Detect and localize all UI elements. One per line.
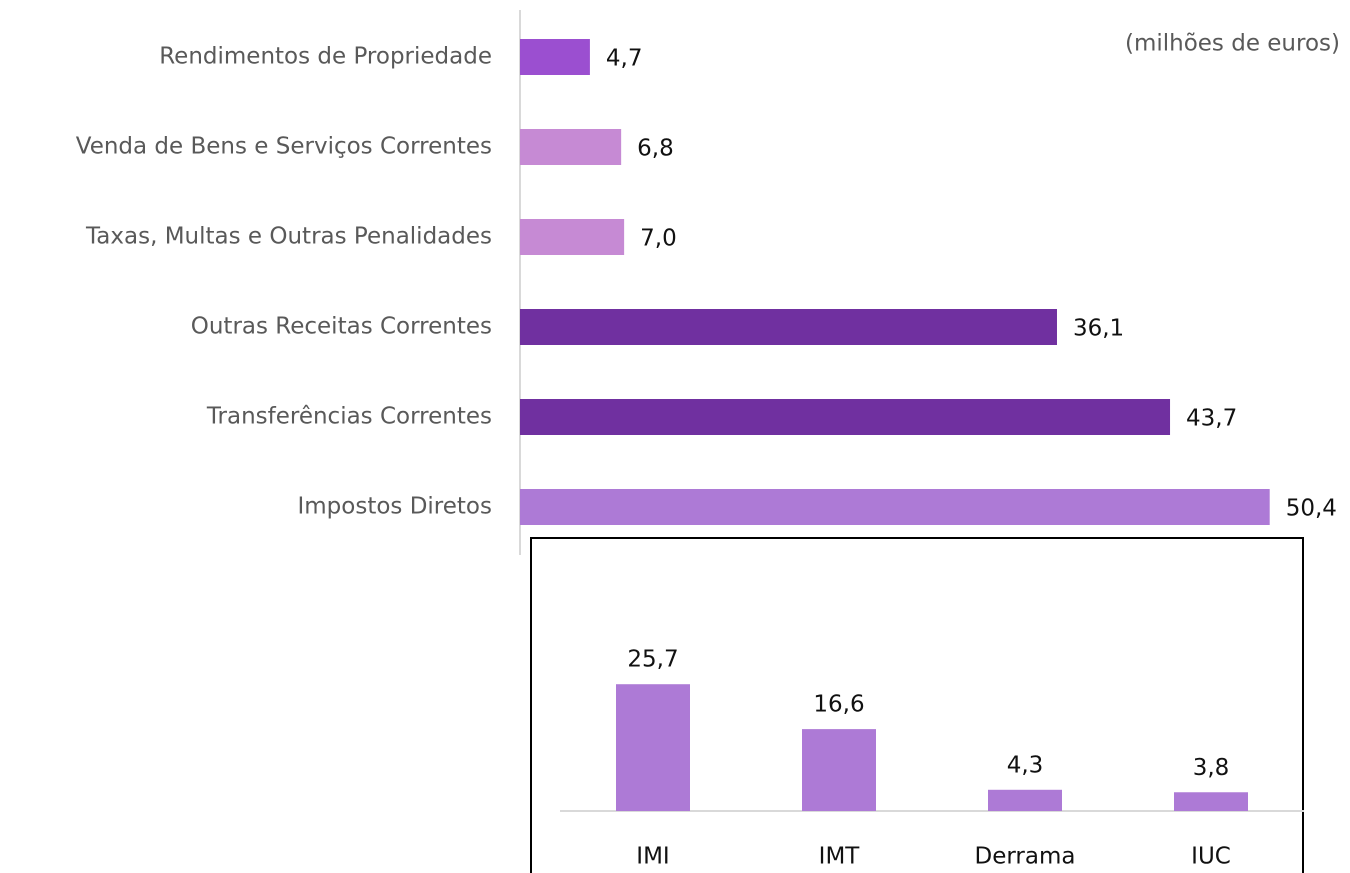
data-label: 4,7 (606, 46, 643, 72)
bar (988, 789, 1062, 811)
data-label: 3,8 (1193, 755, 1230, 781)
data-label: 43,7 (1186, 406, 1237, 432)
y-tick-label: Rendimentos de Propriedade (159, 44, 492, 70)
data-label: 4,3 (1007, 752, 1044, 778)
bar (520, 39, 590, 75)
data-label: 16,6 (813, 692, 864, 718)
data-label: 36,1 (1073, 316, 1124, 342)
y-tick-label: Taxas, Multas e Outras Penalidades (85, 224, 492, 250)
y-tick-label: Outras Receitas Correntes (191, 314, 492, 340)
data-label: 6,8 (637, 136, 674, 162)
y-tick-label: Transferências Correntes (206, 404, 492, 430)
y-tick-label: Impostos Diretos (297, 494, 492, 520)
subtitle: (milhões de euros) (1125, 31, 1340, 57)
bar (802, 729, 876, 811)
bar (520, 399, 1171, 435)
bar (520, 309, 1057, 345)
bar (520, 489, 1270, 525)
data-label: 50,4 (1286, 496, 1337, 522)
x-tick-label: IMT (819, 844, 861, 870)
y-tick-label: Venda de Bens e Serviços Correntes (76, 134, 492, 160)
x-tick-label: Derrama (975, 844, 1076, 870)
data-label: 25,7 (627, 647, 678, 673)
bar (520, 219, 625, 255)
bar (520, 129, 622, 165)
data-label: 7,0 (640, 226, 677, 252)
x-tick-label: IUC (1191, 844, 1231, 870)
x-tick-label: IMI (636, 844, 669, 870)
bar (1174, 792, 1248, 811)
bar (616, 684, 690, 811)
